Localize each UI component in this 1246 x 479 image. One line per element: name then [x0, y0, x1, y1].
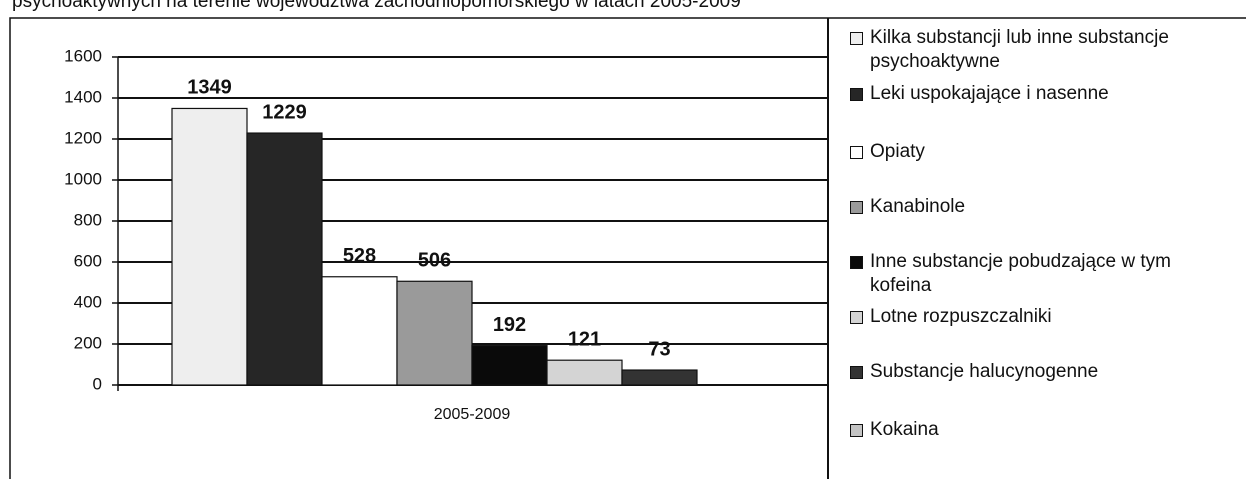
legend-label: Substancje halucynogenne [870, 361, 1099, 382]
legend-label: Kilka substancji lub inne substancje psy… [870, 27, 1169, 72]
legend-label: Kanabinole [870, 196, 966, 217]
bar [621, 369, 698, 386]
legend-entry: Substancje halucynogenne [848, 360, 1200, 384]
bar [171, 107, 248, 386]
legend-label: Kokaina [870, 419, 939, 440]
legend-entry: Kokaina [848, 418, 1200, 442]
y-tick-label: 200 [74, 333, 102, 352]
y-tick-label: 0 [93, 374, 102, 393]
data-label: 1349 [187, 77, 232, 99]
bar [246, 132, 323, 386]
y-tick-label: 400 [74, 292, 102, 311]
legend-label: Lotne rozpuszczalniki [870, 306, 1052, 327]
y-tick-label: 1200 [64, 128, 102, 147]
legend-entry: Kanabinole [848, 195, 1200, 219]
data-label: 121 [568, 328, 601, 350]
bar [471, 345, 548, 386]
bar [321, 276, 398, 386]
legend-swatch [850, 424, 863, 437]
data-label: 73 [648, 338, 670, 360]
legend-entry: Leki uspokajające i nasenne [848, 82, 1200, 106]
bar [546, 359, 623, 386]
legend-swatch [850, 88, 863, 101]
bar [396, 280, 473, 386]
legend-entry: Inne substancje pobudzające w tym kofein… [848, 250, 1200, 298]
y-tick-label: 1000 [64, 169, 102, 188]
x-tick-label: 2005-2009 [434, 406, 511, 423]
data-label: 1229 [262, 101, 307, 123]
legend-swatch [850, 201, 863, 214]
y-tick-label: 1400 [64, 87, 102, 106]
legend-entry: Kilka substancji lub inne substancje psy… [848, 26, 1200, 74]
legend-label: Leki uspokajające i nasenne [870, 83, 1109, 104]
legend-entry: Lotne rozpuszczalniki [848, 305, 1200, 329]
data-label: 528 [343, 245, 376, 267]
legend-label: Inne substancje pobudzające w tym kofein… [870, 251, 1172, 296]
legend-swatch [850, 146, 863, 159]
legend-label: Opiaty [870, 141, 925, 162]
legend-swatch [850, 311, 863, 324]
legend-swatch [850, 256, 863, 269]
y-tick-label: 800 [74, 210, 102, 229]
data-label: 192 [493, 314, 526, 336]
data-label: 506 [418, 250, 451, 272]
chart-title: psychoaktywnych na terenie województwa z… [12, 0, 741, 12]
legend-swatch [850, 32, 863, 45]
legend-entry: Opiaty [848, 140, 1200, 164]
frame [9, 17, 1246, 479]
y-tick-label: 1600 [64, 46, 102, 65]
y-tick-label: 600 [74, 251, 102, 270]
legend-swatch [850, 366, 863, 379]
